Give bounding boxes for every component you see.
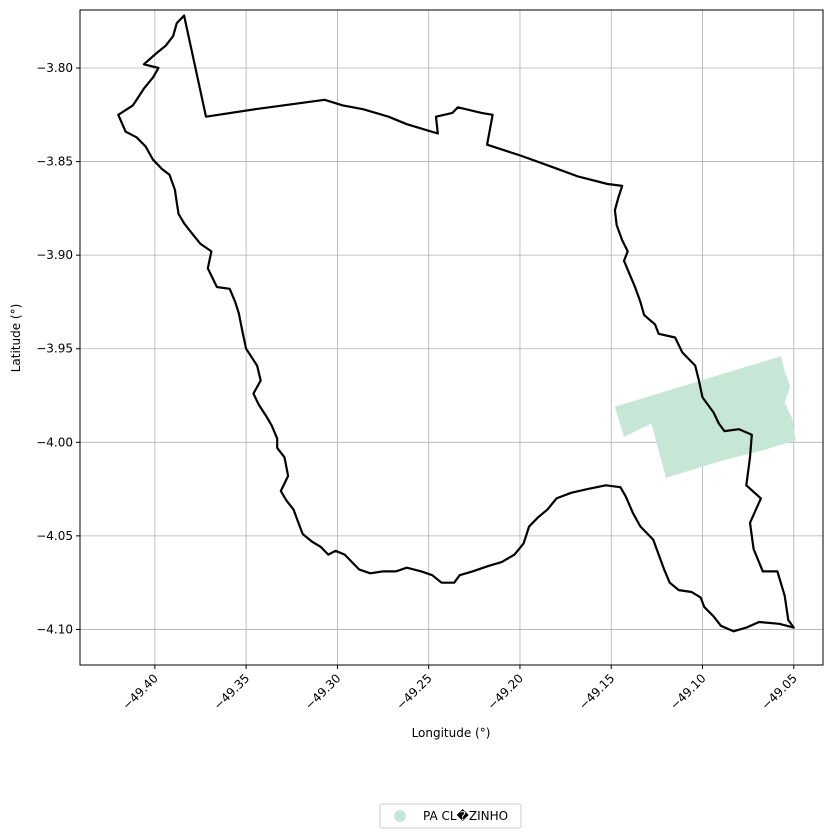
plot-frame: [79, 9, 824, 666]
x-axis-ticks: −49.40 −49.35 −49.30 −49.25 −49.20 −49.15 −49.…: [120, 665, 800, 713]
y-tick-label: −3.80: [36, 61, 73, 75]
grid-lines: [80, 10, 823, 665]
y-tick-label: −4.00: [36, 435, 73, 449]
x-tick-label: −49.20: [485, 671, 526, 712]
x-axis-label: Longitude (°): [412, 726, 491, 740]
y-tick-label: −3.90: [36, 248, 73, 262]
legend-marker: [394, 810, 406, 822]
x-tick-label: −49.05: [759, 671, 800, 712]
y-axis-label: Latitude (°): [9, 304, 23, 373]
y-tick-label: −3.85: [36, 155, 73, 169]
area-polygon: [614, 356, 796, 478]
x-tick-label: −49.25: [393, 671, 434, 712]
y-axis-ticks: −3.80 −3.85 −3.90 −3.95 −4.00 −4.05 −4.10: [36, 61, 80, 636]
x-tick-label: −49.10: [667, 671, 708, 712]
x-tick-label: −49.15: [576, 671, 617, 712]
x-tick-label: −49.30: [302, 671, 343, 712]
municipality-boundary: [117, 14, 795, 633]
boundary-layer: [117, 14, 795, 633]
legend-label: PA CL�ZINHO: [423, 809, 508, 823]
y-tick-label: −3.95: [36, 342, 73, 356]
legend-box: [379, 803, 522, 829]
axes-frame: [79, 9, 824, 666]
area-layer: [614, 356, 796, 478]
y-tick-label: −4.10: [36, 622, 73, 636]
legend: PA CL�ZINHO: [379, 803, 522, 829]
x-tick-label: −49.40: [120, 671, 161, 712]
y-tick-label: −4.05: [36, 529, 73, 543]
x-tick-label: −49.35: [211, 671, 252, 712]
